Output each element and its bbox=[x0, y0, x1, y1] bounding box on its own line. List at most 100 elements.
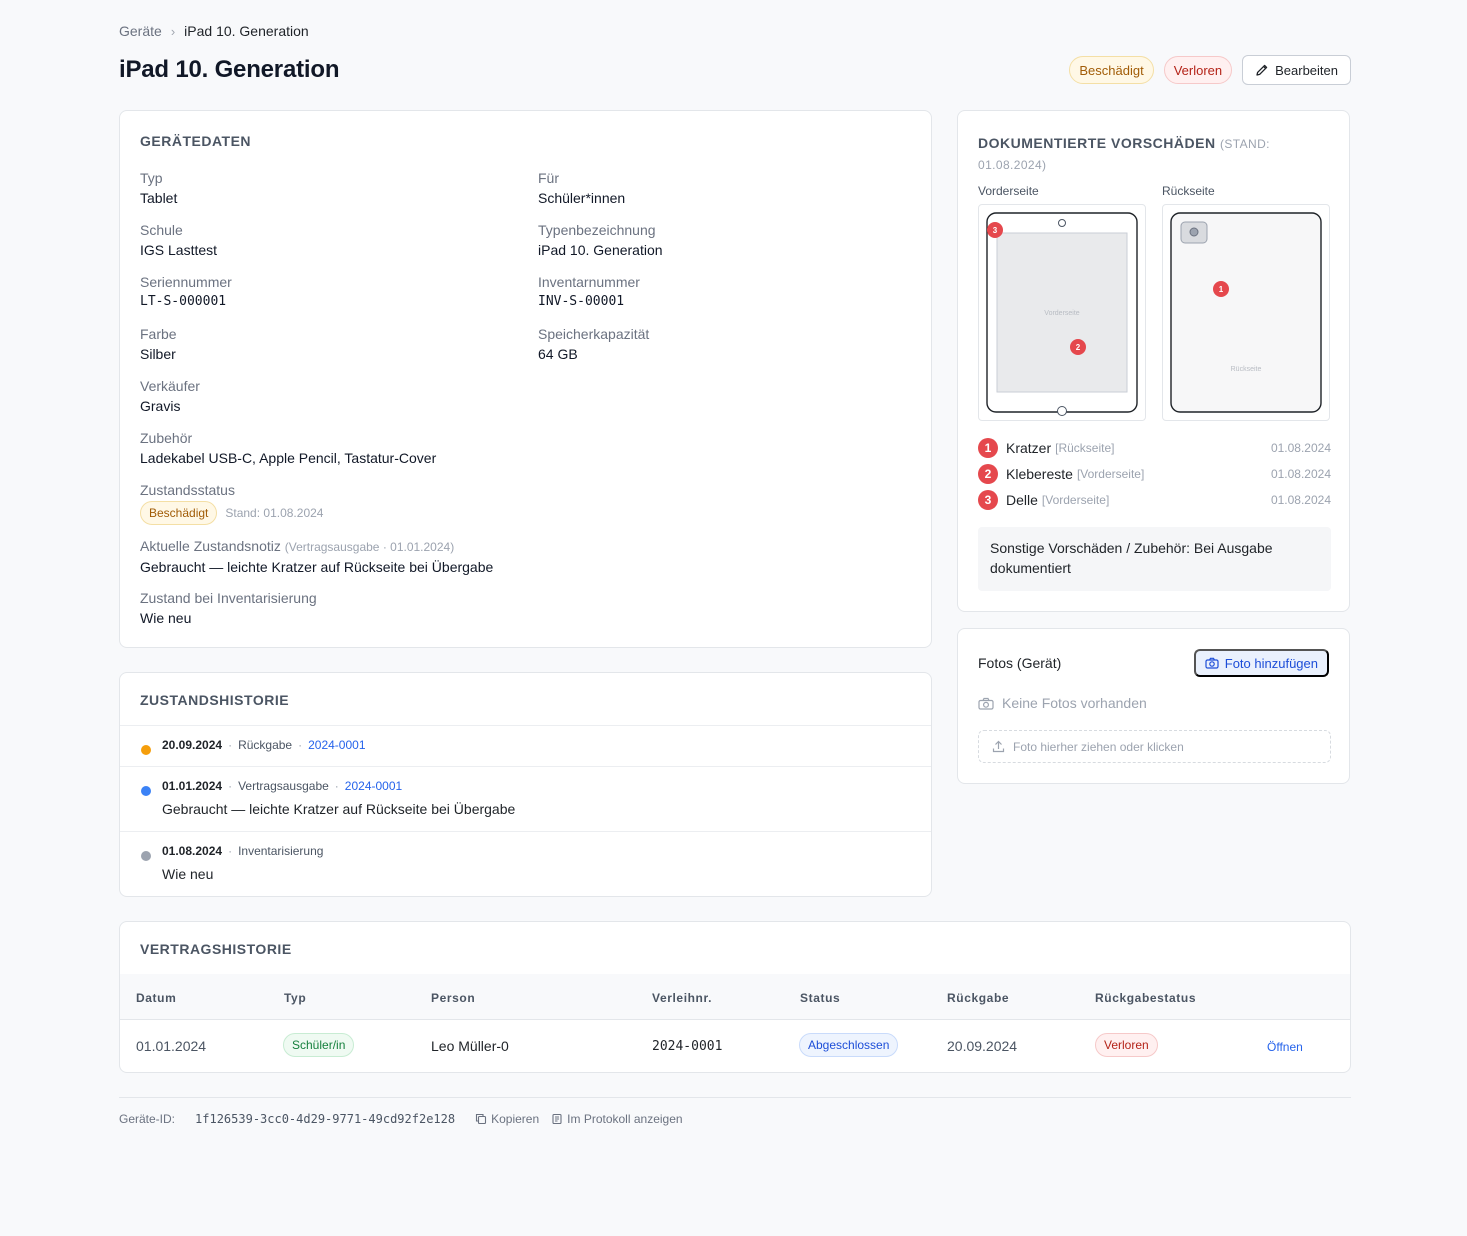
vorschaeden-note: Sonstige Vorschäden / Zubehör: Bei Ausga… bbox=[978, 527, 1331, 591]
edit-button[interactable]: Bearbeiten bbox=[1242, 55, 1351, 85]
damage-marker-2[interactable]: 2 bbox=[1070, 339, 1086, 355]
copy-icon bbox=[475, 1113, 487, 1125]
history-entry: 01.01.2024 · Vertragsausgabe · 2024-0001… bbox=[120, 766, 931, 831]
column-header-typ: Typ bbox=[284, 991, 307, 1005]
field-label: Typ bbox=[140, 170, 163, 186]
zustandshistorie-title: Zustandshistorie bbox=[140, 692, 290, 708]
log-label: Im Protokoll anzeigen bbox=[567, 1112, 683, 1126]
pencil-icon bbox=[1255, 63, 1269, 77]
photo-dropzone[interactable]: Foto hierher ziehen oder klicken bbox=[978, 730, 1331, 763]
field-label: Zubehör bbox=[140, 430, 193, 446]
field-farbe: Farbe Silber bbox=[140, 324, 520, 364]
damage-marker-3[interactable]: 3 bbox=[987, 222, 1003, 238]
column-header-datum: Datum bbox=[136, 991, 177, 1005]
damage-date: 01.08.2024 bbox=[1270, 493, 1331, 507]
show-in-log-button[interactable]: Im Protokoll anzeigen bbox=[551, 1112, 683, 1126]
history-entry: 20.09.2024 · Rückgabe · 2024-0001 bbox=[120, 725, 931, 766]
history-contract-link[interactable]: 2024-0001 bbox=[344, 779, 403, 793]
field-value: Gebraucht — leichte Kratzer auf Rückseit… bbox=[140, 559, 494, 575]
field-label: Typenbezeichnung bbox=[538, 222, 656, 238]
separator-dot: · bbox=[298, 738, 303, 752]
device-id-label: Geräte-ID: bbox=[119, 1112, 176, 1126]
table-header: Datum Typ Person Verleihnr. Status Rückg… bbox=[120, 974, 1350, 1020]
vorschaeden-title: Dokumentierte Vorschäden (Stand: 01.08.2… bbox=[978, 133, 1308, 175]
field-label: Farbe bbox=[140, 326, 177, 342]
damage-marker-1[interactable]: 1 bbox=[1213, 281, 1229, 297]
breadcrumb-current: iPad 10. Generation bbox=[184, 23, 309, 39]
header-actions: Beschädigt Verloren Bearbeiten bbox=[1069, 55, 1351, 85]
field-seriennummer: Seriennummer LT-S-000001 bbox=[140, 272, 520, 312]
damage-date: 01.08.2024 bbox=[1270, 467, 1331, 481]
damage-side: [Vorderseite] bbox=[1076, 467, 1145, 481]
field-value: Schüler*innen bbox=[538, 190, 626, 206]
field-label: Zustand bei Inventarisierung bbox=[140, 590, 317, 606]
field-typenbezeichnung: Typenbezeichnung iPad 10. Generation bbox=[538, 220, 918, 260]
device-front-diagram[interactable]: Vorderseite 3 2 bbox=[978, 204, 1146, 421]
field-zustandsstatus: Zustandsstatus Beschädigt Stand: 01.08.2… bbox=[140, 480, 520, 525]
field-fuer: Für Schüler*innen bbox=[538, 168, 918, 208]
history-contract-link[interactable]: 2024-0001 bbox=[308, 738, 366, 752]
cell-rueckgabestatus-badge: Verloren bbox=[1095, 1033, 1158, 1057]
field-zustandsnotiz: Aktuelle Zustandsnotiz (Vertragsausgabe … bbox=[140, 536, 840, 577]
field-value: LT-S-000001 bbox=[140, 294, 227, 309]
field-label: Für bbox=[538, 170, 559, 186]
add-photo-button[interactable]: Foto hinzufügen bbox=[1193, 649, 1329, 677]
add-photo-label: Foto hinzufügen bbox=[1224, 655, 1318, 671]
footer-divider bbox=[119, 1097, 1351, 1098]
damage-date: 01.08.2024 bbox=[1270, 441, 1331, 455]
vertragshistorie-card: Vertragshistorie Datum Typ Person Verlei… bbox=[119, 921, 1351, 1073]
breadcrumb: Geräte › iPad 10. Generation bbox=[119, 23, 309, 39]
damage-number: 3 bbox=[978, 490, 998, 510]
front-watermark: Vorderseite bbox=[1044, 310, 1080, 317]
damage-item: 1 Kratzer [Rückseite] 01.08.2024 bbox=[978, 438, 1331, 458]
notiz-label: Aktuelle Zustandsnotiz bbox=[140, 538, 281, 554]
damage-number: 1 bbox=[978, 438, 998, 458]
field-label: Schule bbox=[140, 222, 183, 238]
history-dot bbox=[141, 851, 151, 861]
field-speicher: Speicherkapazität 64 GB bbox=[538, 324, 918, 364]
column-header-rueckgabe: Rückgabe bbox=[947, 991, 1010, 1005]
device-back-diagram[interactable]: Rückseite 1 bbox=[1162, 204, 1330, 421]
fotos-card: Fotos (Gerät) Foto hinzufügen Keine Foto… bbox=[957, 628, 1350, 784]
field-value: iPad 10. Generation bbox=[538, 242, 663, 258]
history-dot bbox=[141, 786, 151, 796]
zustand-badge: Beschädigt bbox=[140, 501, 218, 525]
cell-status-badge: Abgeschlossen bbox=[799, 1033, 899, 1057]
damage-number: 2 bbox=[978, 464, 998, 484]
cell-typ-badge: Schüler/in bbox=[283, 1033, 355, 1057]
no-photos-text: Keine Fotos vorhanden bbox=[1002, 695, 1147, 711]
vertragshistorie-title: Vertragshistorie bbox=[140, 941, 292, 957]
field-label: Zustandsstatus bbox=[140, 482, 235, 498]
open-contract-link[interactable]: Öffnen bbox=[1267, 1040, 1303, 1054]
log-icon bbox=[551, 1113, 563, 1125]
separator-dot: · bbox=[334, 779, 339, 793]
history-date: 01.01.2024 bbox=[162, 779, 223, 793]
front-label: Vorderseite bbox=[978, 184, 1039, 198]
field-inventarnummer: Inventarnummer INV-S-00001 bbox=[538, 272, 918, 312]
damage-side: [Vorderseite] bbox=[1041, 493, 1110, 507]
cell-rueckgabe: 20.09.2024 bbox=[947, 1038, 1018, 1054]
field-schule: Schule IGS Lasttest bbox=[140, 220, 520, 260]
damage-item: 3 Delle [Vorderseite] 01.08.2024 bbox=[978, 490, 1331, 510]
field-value: IGS Lasttest bbox=[140, 242, 218, 258]
svg-text:3: 3 bbox=[993, 226, 998, 235]
status-badge-lost: Verloren bbox=[1163, 56, 1233, 84]
zustand-stand: Stand: 01.08.2024 bbox=[225, 506, 324, 520]
damage-item: 2 Klebereste [Vorderseite] 01.08.2024 bbox=[978, 464, 1331, 484]
vorschaeden-title-text: Dokumentierte Vorschäden bbox=[978, 135, 1216, 151]
copy-label: Kopieren bbox=[491, 1112, 540, 1126]
edit-button-label: Bearbeiten bbox=[1275, 62, 1338, 78]
field-label: Inventarnummer bbox=[538, 274, 640, 290]
history-type: Rückgabe bbox=[238, 738, 293, 752]
damage-name: Klebereste bbox=[1006, 466, 1073, 482]
camera-icon bbox=[1205, 657, 1219, 669]
field-value: Gravis bbox=[140, 398, 181, 414]
copy-id-button[interactable]: Kopieren bbox=[475, 1112, 539, 1126]
no-photos-message: Keine Fotos vorhanden bbox=[978, 695, 1147, 711]
vorschaeden-stand: (Stand: 01.08.2024) bbox=[978, 137, 1270, 172]
field-zubehoer: Zubehör Ladekabel USB-C, Apple Pencil, T… bbox=[140, 428, 840, 468]
field-value: Ladekabel USB-C, Apple Pencil, Tastatur-… bbox=[140, 450, 437, 466]
breadcrumb-root-link[interactable]: Geräte bbox=[119, 23, 162, 39]
field-value: 64 GB bbox=[538, 346, 578, 362]
svg-text:1: 1 bbox=[1219, 285, 1224, 294]
